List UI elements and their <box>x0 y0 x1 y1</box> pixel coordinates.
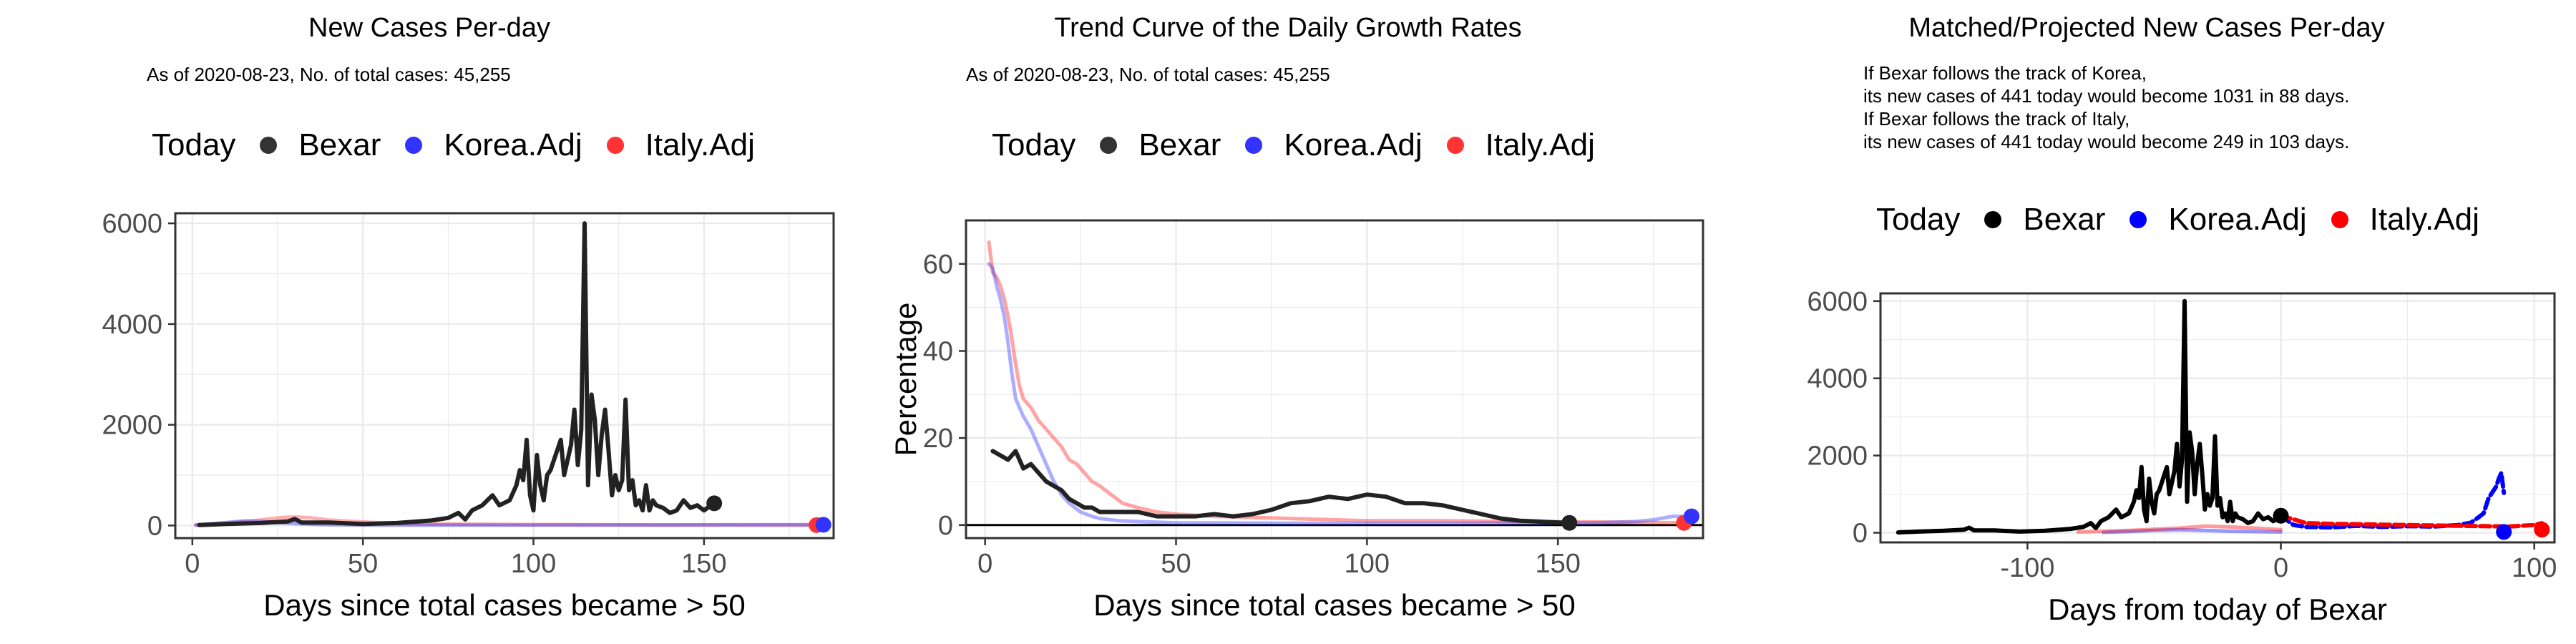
legend-label-italy: Italy.Adj <box>1485 127 1595 162</box>
panel-growth-rates: Trend Curve of the Daily Growth Rates As… <box>859 0 1717 644</box>
legend-item-bexar: Bexar <box>1100 127 1221 163</box>
y-tick-label: 60 <box>923 250 953 280</box>
x-axis-label: Days since total cases became > 50 <box>1093 588 1576 622</box>
y-axis-label: Percentage <box>889 303 922 457</box>
x-tick-label: 100 <box>2512 553 2557 583</box>
legend-label-bexar: Bexar <box>298 127 381 162</box>
legend-item-korea: Korea.Adj <box>1245 127 1423 163</box>
legend-marker-bexar <box>260 137 278 154</box>
chart-subtitle: As of 2020-08-23, No. of total cases: 45… <box>147 64 511 85</box>
chart-growth-rates: 0 50 100 150 0 20 40 60 Days since total cases b… <box>889 219 1704 622</box>
legend-item-italy: Italy.Adj <box>2331 202 2479 238</box>
y-tick-label: 4000 <box>1807 364 1868 394</box>
legend-label-bexar: Bexar <box>2023 202 2106 237</box>
y-tick-label: 6000 <box>102 209 162 239</box>
y-tick-label: 0 <box>147 511 162 541</box>
legend-marker-korea <box>1245 137 1263 154</box>
today-marker-korea-today <box>815 517 831 533</box>
legend-marker-italy <box>1446 137 1464 154</box>
x-tick-label: 0 <box>977 549 992 579</box>
legend-label-korea: Korea.Adj <box>444 127 582 162</box>
y-tick-label: 20 <box>923 424 953 454</box>
legend-label-italy: Italy.Adj <box>2369 202 2479 237</box>
subtitle-line: If Bexar follows the track of Korea, <box>1863 62 2147 84</box>
x-tick-label: -100 <box>2000 553 2054 583</box>
series-line-korea-adj <box>987 262 1694 525</box>
panel-matched-projected: Matched/Projected New Cases Per-day If B… <box>1717 0 2576 644</box>
legend-marker-korea <box>405 137 423 154</box>
plot-border <box>965 219 1704 540</box>
x-axis-label: Days since total cases became > 50 <box>263 588 746 622</box>
legend: Today Bexar Korea.Adj Italy.Adj <box>1876 202 2479 238</box>
today-marker-bexar-today <box>2273 507 2289 524</box>
legend-title: Today <box>1876 202 1961 237</box>
legend-item-bexar: Bexar <box>1984 202 2105 238</box>
legend: Today Bexar Korea.Adj Italy.Adj <box>152 127 755 163</box>
legend-item-korea: Korea.Adj <box>2129 202 2307 238</box>
legend-title: Today <box>992 127 1076 162</box>
today-marker-bexar-today <box>1561 514 1578 531</box>
panel-new-cases: New Cases Per-day As of 2020-08-23, No. … <box>0 0 859 644</box>
legend-marker-italy <box>2331 211 2348 228</box>
y-tick-label: 4000 <box>102 310 162 340</box>
series-line-korea-adj-projected- <box>2278 470 2507 530</box>
series-line-italy-adj <box>987 240 1686 525</box>
chart-subtitle: As of 2020-08-23, No. of total cases: 45… <box>966 64 1330 85</box>
chart-subtitle: If Bexar follows the track of Korea, its… <box>1863 62 2349 153</box>
series-line-korea-adj-matched- <box>2102 527 2283 535</box>
subtitle-line: If Bexar follows the track of Italy, <box>1863 108 2130 130</box>
legend-label-italy: Italy.Adj <box>645 127 755 162</box>
legend-marker-italy <box>606 137 624 154</box>
y-tick-label: 2000 <box>1807 441 1868 472</box>
legend: Today Bexar Korea.Adj Italy.Adj <box>992 127 1595 163</box>
legend-label-korea: Korea.Adj <box>2168 202 2307 237</box>
y-tick-label: 40 <box>923 336 953 366</box>
today-marker-italy-projected <box>2534 522 2550 538</box>
y-tick-label: 2000 <box>102 411 162 441</box>
plot-border <box>1879 292 2556 544</box>
series-line-italy-adj-matched- <box>2076 524 2283 534</box>
legend-label-bexar: Bexar <box>1138 127 1221 162</box>
legend-item-italy: Italy.Adj <box>606 127 755 163</box>
series-line-bexar <box>990 449 1572 525</box>
chart-new-cases: 0 50 100 150 0 2000 4000 6000 Days since total c… <box>102 209 835 622</box>
x-tick-label: 0 <box>185 549 200 579</box>
series-line-italy-adj-projected- <box>2278 513 2545 529</box>
series-line-bexar <box>1896 298 2283 535</box>
chart-title: Matched/Projected New Cases Per-day <box>1908 13 2385 43</box>
y-tick-label: 6000 <box>1807 287 1868 317</box>
x-tick-label: 50 <box>348 549 378 579</box>
series-line-korea-adj <box>194 519 826 527</box>
legend-label-korea: Korea.Adj <box>1284 127 1423 162</box>
y-tick-label: 0 <box>1853 519 1868 549</box>
x-tick-label: 150 <box>1535 549 1580 579</box>
subtitle-line: its new cases of 441 today would become … <box>1863 85 2350 107</box>
today-marker-korea-projected <box>2496 524 2512 540</box>
legend-item-korea: Korea.Adj <box>405 127 582 163</box>
series-line-bexar <box>197 221 717 527</box>
legend-item-bexar: Bexar <box>260 127 381 163</box>
chart-title: New Cases Per-day <box>308 13 550 43</box>
x-axis-label: Days from today of Bexar <box>2048 592 2387 626</box>
subtitle-line: its new cases of 441 today would become … <box>1863 131 2350 152</box>
x-tick-label: 150 <box>681 549 726 579</box>
plot-border <box>174 212 835 540</box>
y-tick-label: 0 <box>938 511 953 541</box>
legend-title: Today <box>152 127 236 162</box>
x-tick-label: 0 <box>2273 553 2288 583</box>
today-marker-bexar-today <box>706 495 723 512</box>
today-marker-korea-today <box>1683 508 1699 525</box>
legend-marker-bexar <box>1984 211 2002 228</box>
x-tick-label: 50 <box>1161 549 1191 579</box>
legend-marker-korea <box>2129 211 2147 228</box>
legend-item-italy: Italy.Adj <box>1446 127 1595 163</box>
chart-title: Trend Curve of the Daily Growth Rates <box>1054 13 1522 43</box>
legend-marker-bexar <box>1100 137 1118 154</box>
x-tick-label: 100 <box>1345 549 1390 579</box>
x-tick-label: 100 <box>511 549 556 579</box>
